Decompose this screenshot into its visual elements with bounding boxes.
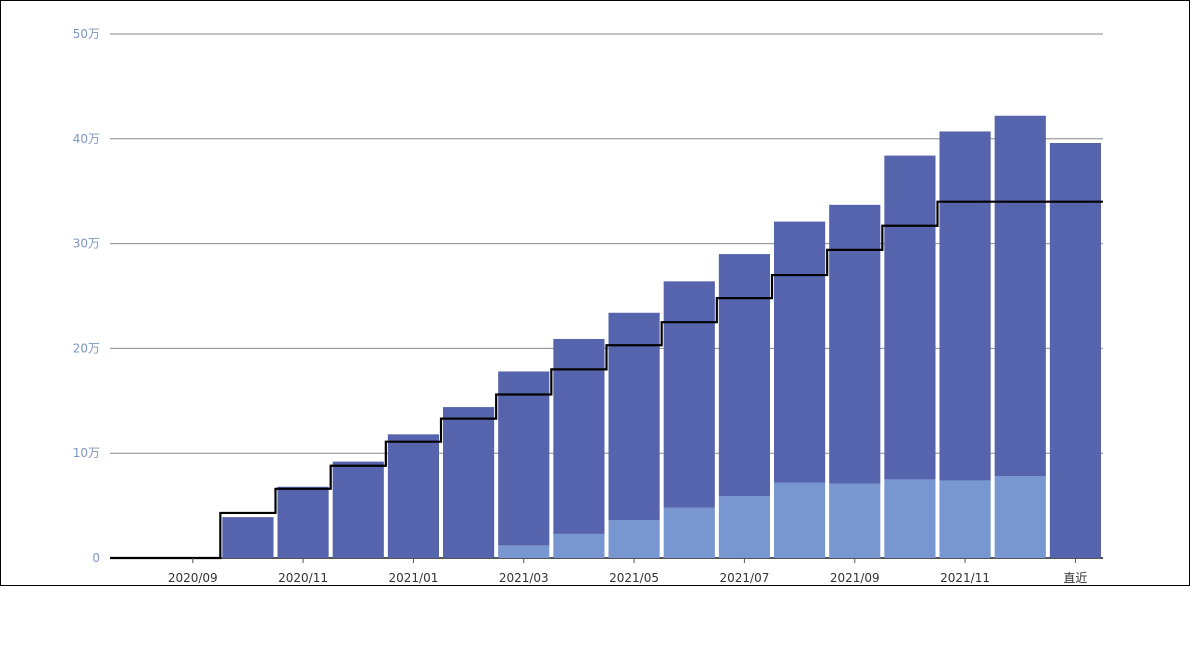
y-tick-label: 20万 — [73, 341, 100, 355]
y-tick-label: 30万 — [73, 237, 100, 251]
bar-segment-upper — [829, 204, 881, 484]
bar-segment-upper — [1049, 142, 1101, 558]
bar-segment-upper — [663, 281, 715, 508]
bar-segment-lower — [663, 507, 715, 558]
bar-segment-upper — [443, 407, 495, 558]
bar-segment-upper — [222, 517, 274, 558]
bar-segment-upper — [498, 371, 550, 546]
x-tick-label: 2021/07 — [719, 571, 769, 585]
bar-segment-upper — [884, 155, 936, 480]
x-tick-label: 2021/03 — [499, 571, 549, 585]
y-tick-label: 0 — [92, 551, 100, 565]
bar-segment-upper — [332, 461, 384, 558]
x-tick-label: 2020/11 — [278, 571, 328, 585]
bar-segment-upper — [994, 115, 1046, 477]
bar-segment-upper — [387, 434, 439, 558]
stacked-bar-chart: 0 10万 20万 30万 40万 50万 2020/09 2020/11 2021/01 202… — [73, 27, 1103, 585]
bar-segment-lower — [774, 482, 826, 558]
x-tick-label: 2021/05 — [609, 571, 659, 585]
bar-segment-lower — [994, 476, 1046, 558]
bar-segment-lower — [939, 480, 991, 558]
x-tick-label: 2021/01 — [388, 571, 438, 585]
bar-segment-upper — [718, 254, 770, 497]
x-tick-label: 2021/11 — [940, 571, 990, 585]
y-tick-label: 50万 — [73, 27, 100, 41]
bar-segment-upper — [553, 338, 605, 534]
bar-segment-lower — [498, 545, 550, 558]
x-tick-label: 2021/09 — [830, 571, 880, 585]
bar-segment-upper — [277, 486, 329, 558]
bar-segment-lower — [884, 479, 936, 558]
x-tick-label: 2020/09 — [168, 571, 218, 585]
bar-segment-lower — [553, 533, 605, 558]
x-tick-label: 直近 — [1063, 571, 1087, 585]
target-step-line — [110, 200, 1103, 560]
bar-segment-lower — [829, 483, 881, 558]
y-tick-label: 10万 — [73, 446, 100, 460]
bar-segment-lower — [718, 496, 770, 558]
bar-segment-upper — [608, 312, 660, 521]
bar-segment-lower — [608, 520, 660, 558]
chart-frame: 0 10万 20万 30万 40万 50万 2020/09 2020/11 2021/01 202… — [0, 0, 1190, 586]
bar-segment-upper — [939, 131, 991, 481]
bar-segment-upper — [774, 221, 826, 483]
y-tick-label: 40万 — [73, 132, 100, 146]
